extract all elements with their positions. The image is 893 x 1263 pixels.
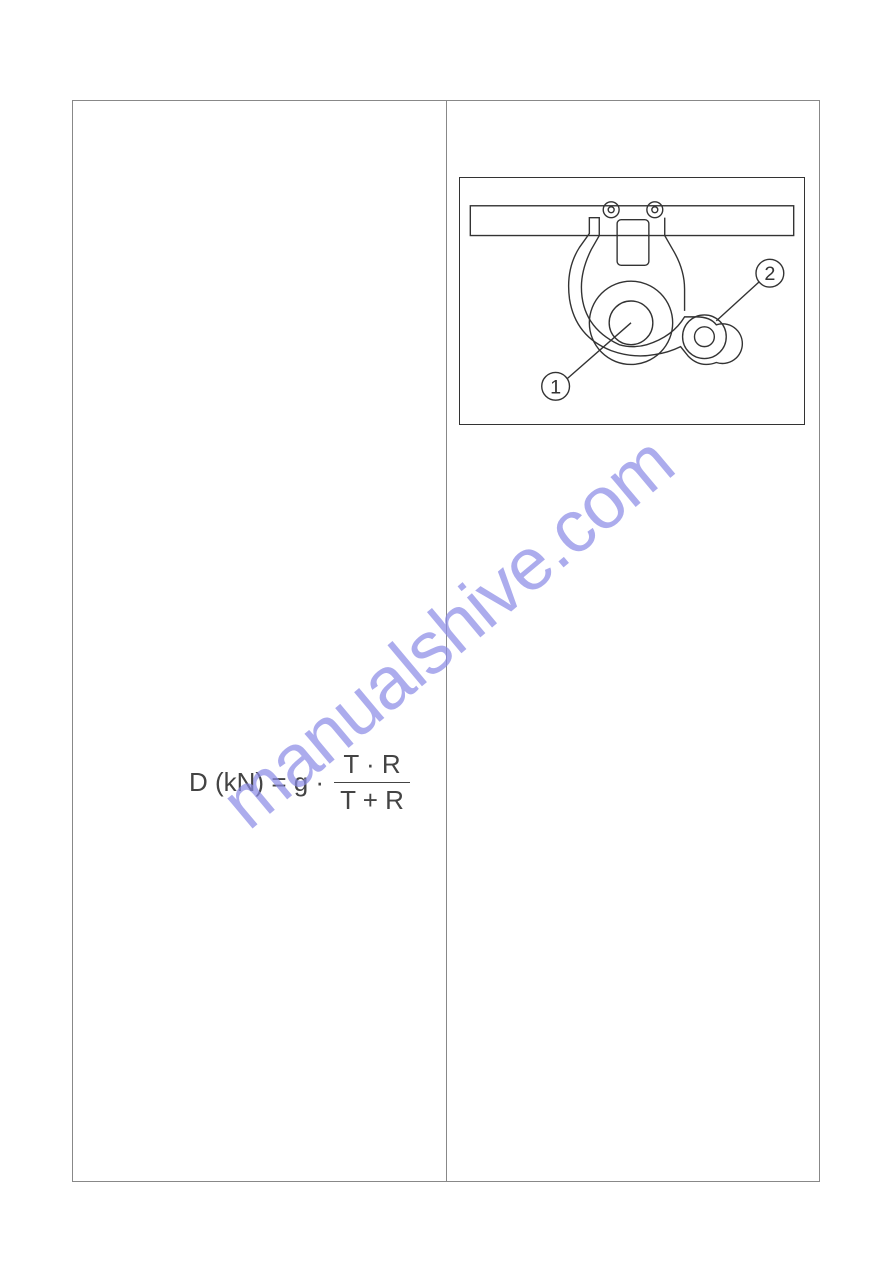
content-frame: D (kN) = g · T · R T + R xyxy=(72,100,820,1182)
formula-denominator: T + R xyxy=(334,782,410,816)
formula-numerator: T · R xyxy=(337,749,406,782)
column-divider xyxy=(446,101,447,1181)
callout-2-label: 2 xyxy=(764,263,775,285)
diagram-figure: 1 2 xyxy=(459,177,805,425)
formula-lhs: D (kN) = g · xyxy=(189,767,324,798)
formula-fraction: T · R T + R xyxy=(334,749,410,816)
document-page: D (kN) = g · T · R T + R xyxy=(0,0,893,1263)
hitch-diagram-svg: 1 2 xyxy=(460,178,804,424)
formula-block: D (kN) = g · T · R T + R xyxy=(189,749,410,816)
callout-1-label: 1 xyxy=(550,376,561,398)
